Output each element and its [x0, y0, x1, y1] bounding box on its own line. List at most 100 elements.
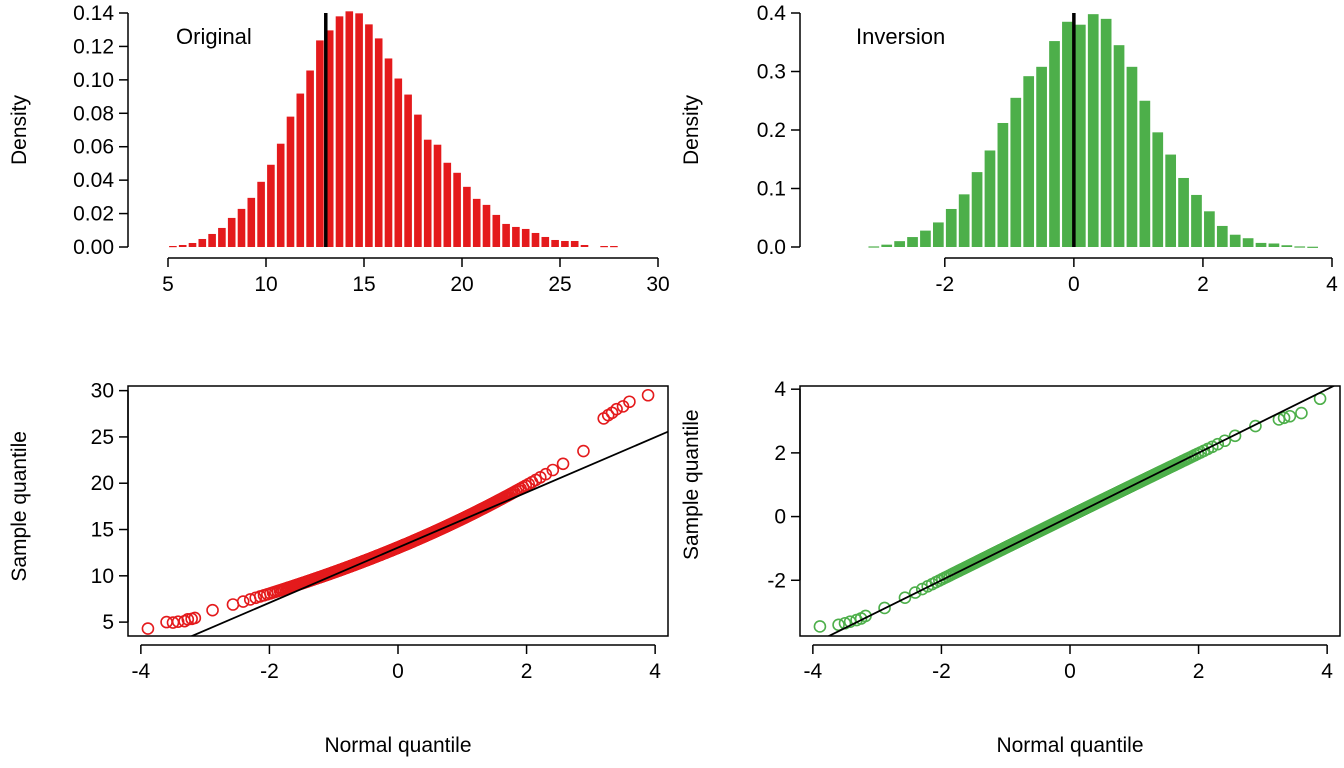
qq-tail-point — [813, 620, 827, 633]
x-tick-label: 30 — [646, 273, 669, 296]
x-tick-label: 2 — [521, 660, 533, 683]
histogram-bar — [463, 186, 471, 247]
histogram-bar — [1229, 234, 1241, 247]
histogram-bar — [1255, 242, 1267, 247]
histogram-bar — [1062, 21, 1073, 248]
y-tick-label: 0.08 — [73, 102, 114, 125]
plot-frame — [799, 385, 1341, 637]
histogram-bar — [1100, 18, 1112, 247]
qq-point — [1218, 434, 1232, 448]
histogram-bar — [306, 70, 314, 247]
x-tick-label: -2 — [932, 660, 951, 683]
qq-tail-point — [1277, 411, 1291, 425]
histogram-bar — [178, 244, 187, 247]
x-tick-label: -4 — [804, 660, 823, 683]
x-tick-label: 2 — [1193, 660, 1205, 683]
histogram-bar — [907, 237, 918, 247]
qq-point — [546, 463, 560, 477]
y-tick-label: 25 — [91, 426, 114, 449]
x-axis-label: Normal quantile — [324, 734, 471, 757]
histogram-bar — [868, 246, 880, 248]
histogram-bar — [958, 194, 970, 247]
histogram-bar — [541, 236, 550, 247]
histogram-bar — [345, 11, 354, 248]
histogram-bar — [531, 232, 540, 247]
histogram-bar — [1023, 76, 1035, 248]
y-tick-label: 0.00 — [73, 236, 114, 259]
histogram-bar — [1087, 14, 1099, 248]
x-tick-label: -4 — [132, 660, 151, 683]
x-tick-label: 10 — [254, 273, 277, 296]
histogram-bar — [443, 162, 452, 247]
histogram-bar — [423, 139, 432, 247]
y-tick-label: 0.04 — [73, 169, 114, 192]
histogram-bar — [1204, 211, 1215, 247]
qq-point — [898, 591, 912, 605]
y-axis-label: Density — [8, 94, 31, 165]
histogram-bar — [1242, 238, 1254, 247]
histogram-bar — [1152, 132, 1164, 247]
histogram-inversion-panel: 0.0 0.1 0.2 0.3 0.4 -2 0 2 4 Density Inversion — [680, 2, 1338, 296]
qq-point — [1228, 429, 1242, 443]
x-tick-label: 4 — [1326, 273, 1338, 296]
histogram-bar — [257, 181, 265, 247]
plot-frame — [127, 385, 669, 637]
histogram-bar — [881, 244, 893, 247]
histogram-bar — [237, 208, 246, 247]
histogram-bar — [169, 245, 177, 248]
histogram-bar — [932, 222, 944, 247]
y-tick-label: 0.1 — [757, 178, 786, 201]
histogram-bar — [433, 144, 442, 247]
histogram-bar — [580, 244, 589, 247]
x-tick-label: 0 — [392, 660, 404, 683]
histogram-bar — [1126, 66, 1138, 247]
histogram-bar — [920, 230, 931, 247]
histogram-bar — [945, 208, 957, 247]
y-tick-label: 30 — [91, 380, 114, 403]
panel-annotation: Original — [176, 24, 252, 49]
qq-plot-inversion-panel: -2 0 2 4 -4 -2 0 2 4 Sample quantile Normal quanti… — [680, 378, 1341, 757]
qq-point — [908, 586, 922, 599]
histogram-bar — [296, 93, 305, 247]
y-tick-label: 0 — [774, 506, 786, 529]
histogram-bar — [198, 238, 207, 247]
x-tick-label: 2 — [1197, 273, 1209, 296]
y-tick-label: -2 — [767, 569, 786, 592]
qq-plot-original-panel: 5 10 15 20 25 30 -4 -2 0 2 4 Sample quantile Normal … — [8, 380, 669, 757]
histogram-bar — [1139, 100, 1151, 247]
histogram-bar — [600, 245, 608, 248]
histogram-bar — [1216, 225, 1228, 247]
histogram-original-panel: 0.00 0.02 0.04 0.06 0.08 0.10 0.12 0.14 5 10 15 20 2… — [8, 2, 670, 296]
histogram-bar — [610, 245, 618, 248]
qq-tail-point — [641, 388, 655, 402]
y-tick-label: 10 — [91, 565, 114, 588]
histogram-bar — [561, 240, 569, 247]
y-tick-label: 4 — [774, 378, 786, 401]
histogram-bar — [394, 78, 403, 248]
y-tick-label: 0.4 — [757, 2, 787, 25]
x-tick-label: -2 — [935, 273, 954, 296]
histogram-bar — [472, 198, 481, 247]
qq-point — [1211, 437, 1225, 451]
y-tick-label: 5 — [102, 611, 114, 634]
y-axis-label: Density — [680, 94, 703, 165]
y-tick-label: 0.06 — [73, 136, 114, 159]
histogram-bar — [482, 204, 491, 247]
histogram-bar — [1281, 245, 1293, 247]
qq-points — [141, 388, 668, 636]
x-tick-label: 0 — [1064, 660, 1076, 683]
histogram-bar — [1178, 177, 1189, 247]
histogram-bar — [188, 242, 197, 247]
histogram-bar — [316, 40, 324, 247]
histogram-bar — [404, 94, 412, 248]
histogram-bar — [1307, 246, 1318, 248]
histogram-bar — [551, 239, 559, 247]
histogram-bar — [267, 164, 275, 247]
qq-tail-point — [610, 402, 623, 416]
histogram-bar — [512, 226, 520, 247]
qq-reference-line — [189, 430, 668, 636]
x-axis-label: Normal quantile — [996, 734, 1143, 757]
histogram-bar — [492, 214, 501, 247]
histogram-bar — [453, 172, 461, 247]
qq-tail-point — [181, 613, 195, 626]
